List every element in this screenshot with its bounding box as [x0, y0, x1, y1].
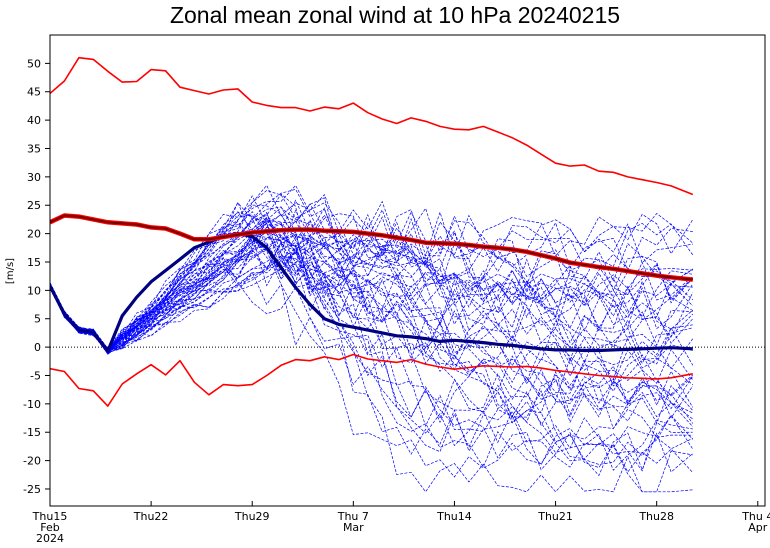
- x-tick-label: Thu21: [537, 510, 573, 523]
- ensemble-member-line: [50, 234, 694, 366]
- y-tick-label: 25: [27, 199, 41, 212]
- ensemble-member-line: [50, 242, 693, 365]
- y-tick-label: 45: [27, 86, 41, 99]
- ensemble-member-line: [50, 243, 693, 369]
- ensemble-member-line: [50, 243, 693, 493]
- ensemble-mean-line: [50, 232, 693, 353]
- ensemble-member-line: [50, 193, 693, 493]
- ensemble-member-line: [50, 265, 694, 455]
- y-tick-label: 15: [27, 256, 41, 269]
- x-tick-label: Thu 4: [741, 510, 770, 523]
- y-tick-label: 10: [27, 284, 41, 297]
- ensemble-member-line: [50, 209, 694, 353]
- plot-area: [50, 56, 765, 493]
- x-tick-label: Thu14: [436, 510, 472, 523]
- ensemble-member-line: [50, 246, 694, 404]
- ensemble-member-line: [50, 254, 694, 392]
- ensemble-member-line: [50, 234, 694, 381]
- ensemble-member-line: [50, 209, 694, 355]
- ensemble-member-line: [50, 220, 693, 455]
- ensemble-member-line: [50, 206, 694, 454]
- y-tick-label: -25: [23, 483, 41, 496]
- y-tick-label: -15: [23, 426, 41, 439]
- x-tick-label: Feb: [40, 521, 59, 534]
- ensemble-member-line: [50, 235, 694, 352]
- y-tick-label: -10: [23, 398, 41, 411]
- ensemble-member-line: [50, 201, 694, 355]
- ensemble-member-line: [50, 207, 693, 355]
- x-tick-label: Thu29: [234, 510, 270, 523]
- ensemble-member-line: [50, 207, 694, 352]
- x-tick-label: Thu22: [133, 510, 169, 523]
- ensemble-member-line: [50, 241, 693, 350]
- ensemble-member-line: [50, 240, 694, 351]
- x-tick-label: Thu 7: [337, 510, 369, 523]
- x-tick-label: 2024: [36, 532, 64, 545]
- y-tick-label: 0: [34, 341, 41, 354]
- ensemble-member-line: [50, 211, 694, 351]
- ensemble-member-line: [50, 214, 694, 349]
- ensemble-members: [50, 184, 694, 493]
- ensemble-member-line: [50, 250, 694, 420]
- y-tick-label: 40: [27, 114, 41, 127]
- ensemble-member-line: [50, 212, 694, 387]
- x-tick-label: Thu15: [32, 510, 68, 523]
- x-tick-label: Thu28: [638, 510, 674, 523]
- plot-frame: [49, 34, 766, 507]
- x-tick-label: Apr: [748, 521, 768, 534]
- ensemble-member-line: [50, 234, 694, 432]
- ensemble-member-line: [50, 211, 694, 424]
- ensemble-member-line: [50, 217, 693, 471]
- y-tick-label: -20: [23, 455, 41, 468]
- y-tick-label: 35: [27, 142, 41, 155]
- ensemble-member-line: [50, 190, 693, 352]
- ensemble-member-line: [50, 197, 693, 355]
- ensemble-member-line: [50, 239, 693, 478]
- y-tick-label: 30: [27, 171, 41, 184]
- chart-title: Zonal mean zonal wind at 10 hPa 20240215: [170, 2, 620, 28]
- ensemble-member-line: [50, 203, 693, 354]
- y-tick-label: 50: [27, 57, 41, 70]
- ensemble-member-line: [50, 202, 693, 365]
- y-tick-label: 5: [34, 313, 41, 326]
- climatology-mean-line: [50, 214, 693, 281]
- min-line: [50, 353, 693, 407]
- ensemble-member-line: [50, 211, 694, 424]
- x-tick-label: Mar: [343, 521, 364, 534]
- y-tick-label: 20: [27, 228, 41, 241]
- ensemble-member-line: [50, 204, 693, 351]
- ensemble-member-line: [50, 220, 694, 430]
- max-line: [50, 56, 694, 196]
- ensemble-member-line: [50, 254, 694, 350]
- y-axis-label: [m/s]: [5, 258, 16, 284]
- ensemble-member-line: [50, 249, 693, 353]
- y-tick-label: -5: [30, 369, 41, 382]
- ensemble-member-line: [50, 218, 694, 397]
